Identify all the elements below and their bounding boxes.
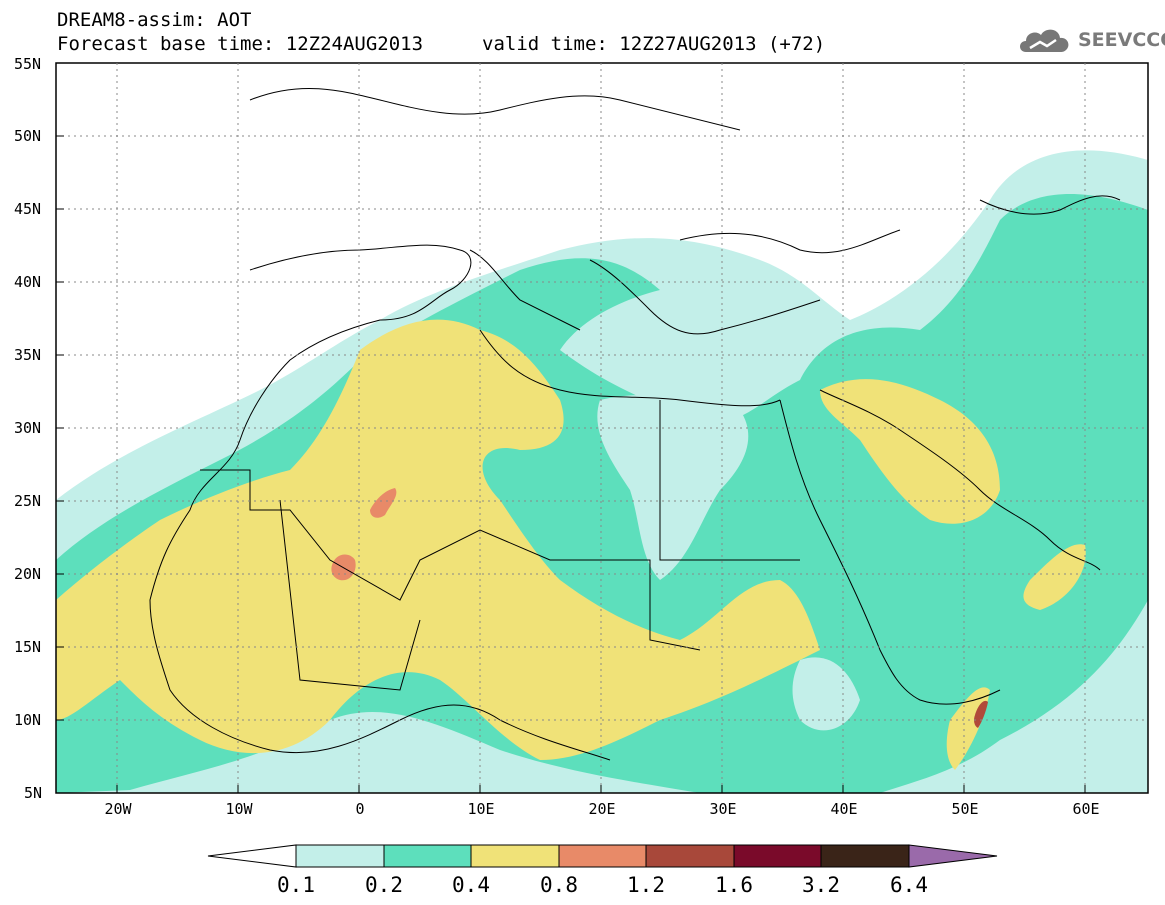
colorbar-bin [733,844,822,868]
colorbar-bin [383,844,472,868]
seevccc-logo: SEEVCCC [1016,24,1165,56]
aot-field-0.1-patch [597,394,749,580]
colorbar-bin [558,844,647,868]
aot-field-0.4 [56,319,820,760]
logo-text: SEEVCCC [1078,29,1165,51]
colorbar-bin [645,844,735,868]
aot-field-1.2 [974,700,988,728]
colorbar-label: 0.1 [277,873,315,897]
lat-label: 10N [14,711,42,729]
lon-label: 40E [830,800,858,818]
valid-time: valid time: 12Z27AUG2013 (+72) [482,33,826,55]
lat-label: 50N [14,127,42,145]
colorbar-label: 0.4 [452,873,490,897]
aot-field-0.4-me [820,379,1000,524]
lon-label: 10W [225,800,253,818]
colorbar-label: 0.2 [365,873,403,897]
lat-label: 30N [14,419,42,437]
axis-ticks [56,62,1086,794]
graticule [56,63,1148,793]
aot-field-0.8 [370,488,397,518]
colorbar-bin [820,844,910,868]
colorbar [207,844,998,868]
colorbar-underflow [207,844,297,868]
lon-label: 20E [588,800,616,818]
lon-label: 50E [951,800,979,818]
lon-label: 0 [355,800,365,818]
forecast-base-time: Forecast base time: 12Z24AUG2013 [57,33,424,55]
colorbar-label: 1.6 [715,873,753,897]
coastlines [149,87,1121,761]
lat-label: 55N [14,55,42,73]
lat-label: 5N [24,784,43,802]
colorbar-label: 3.2 [802,873,840,897]
lat-label: 35N [14,346,42,364]
lon-label: 60E [1072,800,1100,818]
lat-label: 20N [14,565,42,583]
colorbar-label: 0.8 [540,873,578,897]
colorbar-overflow [908,844,998,868]
lat-label: 40N [14,273,42,291]
colorbar-bin [470,844,560,868]
colorbar-bin [295,844,385,868]
colorbar-label: 1.2 [627,873,665,897]
lon-label: 20W [104,800,132,818]
lon-label: 10E [467,800,495,818]
map-title: DREAM8-assim: AOT [57,9,252,31]
lat-label: 15N [14,638,42,656]
lat-label: 45N [14,200,42,218]
colorbar-label: 6.4 [890,873,928,897]
cloud-icon [1020,29,1069,52]
lat-label: 25N [14,492,42,510]
aot-field-0.4-oman [1023,544,1086,610]
lon-label: 30E [709,800,737,818]
